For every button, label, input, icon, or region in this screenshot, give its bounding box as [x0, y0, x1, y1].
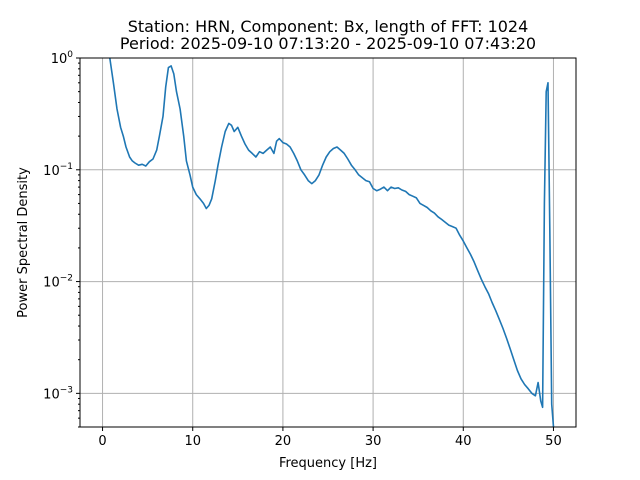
y-tick-label: 100: [51, 50, 74, 67]
x-tick-label: 0: [98, 434, 106, 449]
y-tick-label: 10−1: [43, 162, 73, 179]
x-axis-label: Frequency [Hz]: [279, 456, 377, 471]
x-tick-label: 10: [184, 434, 201, 449]
plot-frame: [79, 57, 577, 428]
y-tick-label: 10−2: [43, 274, 73, 291]
y-axis-label: Power Spectral Density: [16, 167, 31, 318]
x-tick-label: 30: [365, 434, 382, 449]
x-tick-label: 50: [545, 434, 562, 449]
chart-title: Station: HRN, Component: Bx, length of F…: [128, 17, 529, 36]
y-tick-label: 10−3: [43, 385, 73, 402]
x-tick-label: 40: [455, 434, 472, 449]
x-tick-label: 20: [275, 434, 292, 449]
series-line-bx: [109, 58, 555, 427]
grid-layer: [80, 57, 576, 427]
chart-subtitle: Period: 2025-09-10 07:13:20 - 2025-09-10…: [120, 34, 536, 53]
tick-layer: 0 10 20 30 40 50 10−3 10−2 10−1 100: [43, 50, 562, 449]
